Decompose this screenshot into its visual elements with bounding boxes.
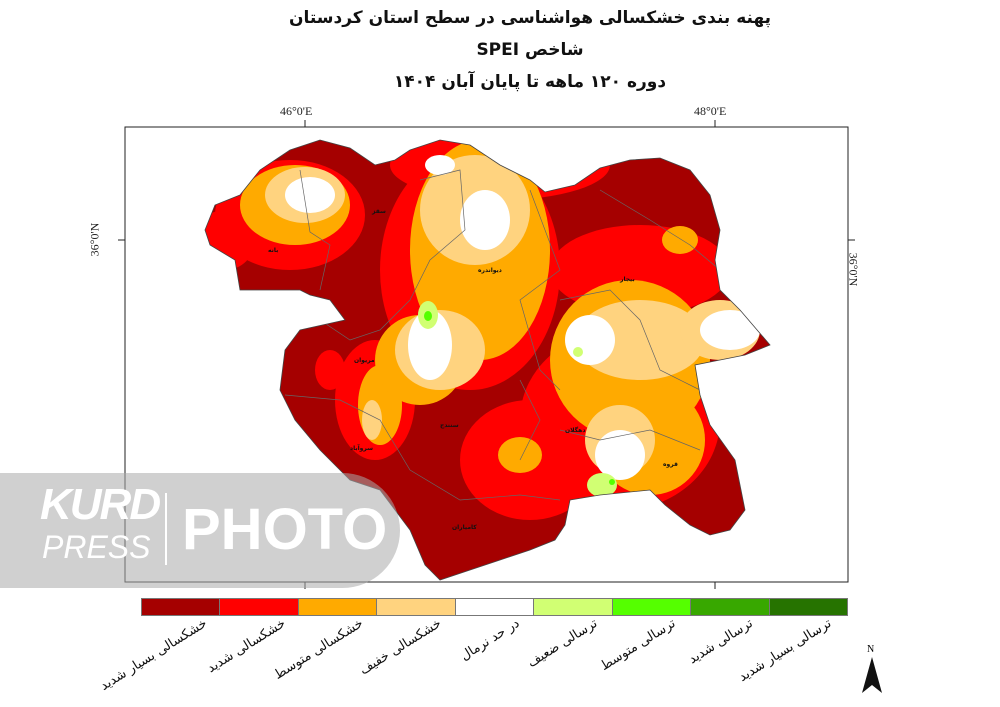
city-bijar: بیجار (619, 276, 635, 283)
county-boundaries (284, 169, 721, 501)
map-index: شاخص SPEI (476, 40, 584, 60)
legend-swatch-weak-wet (534, 599, 613, 615)
city-baneh: بانه (268, 247, 278, 254)
legend-swatch-moderate-drought (298, 599, 378, 615)
city-kamyaran: کامیاران (452, 524, 477, 531)
watermark-divider (165, 493, 167, 565)
watermark-brand-bottom: PRESS (42, 529, 151, 565)
map-title: پهنه بندی خشکسالی هواشناسی در سطح استان … (288, 8, 772, 28)
city-sanandaj: سنندج (440, 422, 459, 429)
legend-swatch-mild-drought (377, 599, 456, 615)
city-labels: سقز بانه دیواندره بیجار مریوان سنندج سرو… (268, 208, 678, 531)
legend-swatch-severe-drought (220, 599, 299, 615)
lat-label-right: 36°0'N (846, 252, 861, 287)
legend-swatch-severe-wet (691, 599, 770, 615)
lon-label-46: 46°0'E (280, 104, 313, 118)
map-frame (124, 126, 849, 583)
watermark-brand-top: KURD (40, 480, 161, 529)
north-label: N (867, 644, 875, 655)
legend-swatch-normal (455, 599, 535, 615)
north-arrow: N (862, 645, 882, 695)
city-sarvabad: سروآباد (350, 443, 373, 452)
city-qorveh: قروه (663, 461, 678, 468)
city-dehgolan: دهگلان (565, 426, 585, 434)
legend-bar (141, 598, 848, 616)
kurdpress-watermark: KURD PRESS PHOTO (0, 473, 400, 588)
city-saqqez: سقز (371, 208, 386, 215)
drought-classes (205, 140, 770, 580)
north-arrow-icon (862, 657, 882, 693)
map-period: دوره ۱۲۰ ماهه تا پایان آبان ۱۴۰۴ (393, 72, 667, 92)
lon-label-48: 48°0'E (694, 104, 727, 118)
class-moderate-wet (424, 311, 615, 485)
legend-swatch-very-severe-drought (142, 599, 221, 615)
legend-swatch-very-severe-wet (769, 599, 847, 615)
city-marivan: مریوان (354, 357, 375, 364)
lat-label-left: 36°0'N (87, 222, 102, 257)
city-divandarreh: دیواندره (478, 267, 502, 274)
province-outline (204, 139, 771, 581)
watermark-word: PHOTO (182, 497, 388, 562)
legend-swatch-moderate-wet (612, 599, 692, 615)
